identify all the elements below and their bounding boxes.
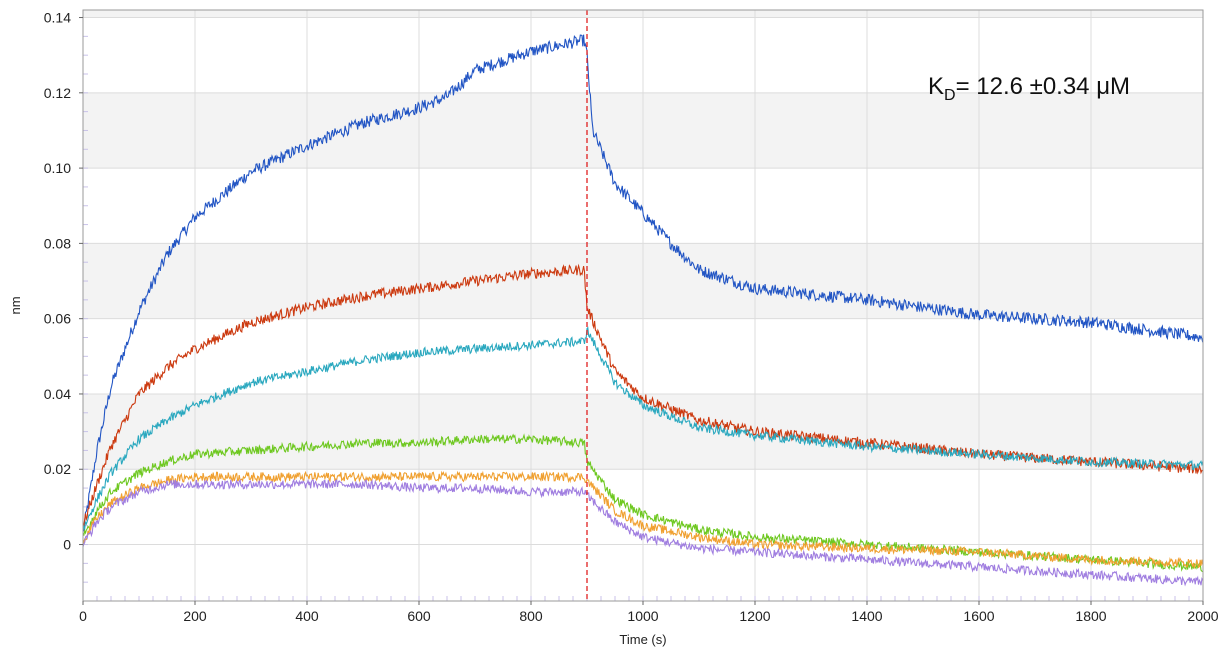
kd-annotation: KD= 12.6 ±0.34 μM	[928, 73, 1130, 104]
x-tick-label: 800	[519, 608, 543, 624]
y-tick-label: 0.10	[44, 160, 71, 176]
y-tick-label: 0.14	[44, 10, 71, 26]
x-axis-ticks: 0 200 400 600 800 1000 1200 1400 1600 1800 2000	[79, 601, 1219, 624]
series-line-1	[82, 34, 1204, 532]
y-tick-label: 0.04	[44, 386, 71, 402]
x-tick-label: 1400	[851, 608, 882, 624]
x-tick-label: 200	[183, 608, 207, 624]
x-tick-label: 1200	[739, 608, 770, 624]
x-axis-title: Time (s)	[619, 632, 666, 647]
y-tick-label: 0.08	[44, 235, 71, 251]
y-tick-label: 0.06	[44, 311, 71, 327]
x-tick-label: 0	[79, 608, 87, 624]
x-tick-label: 2000	[1187, 608, 1218, 624]
series-line-6	[82, 478, 1204, 587]
x-tick-label: 1000	[627, 608, 658, 624]
series-line-5	[82, 470, 1204, 570]
series-line-3	[82, 326, 1204, 532]
minor-ticks	[82, 35, 1204, 601]
y-axis-title: nm	[8, 296, 23, 314]
y-axis-ticks: 0 0.02 0.04 0.06 0.08 0.10 0.12 0.14	[44, 10, 83, 553]
x-tick-label: 400	[295, 608, 319, 624]
x-tick-label: 600	[407, 608, 431, 624]
x-tick-label: 1800	[1075, 608, 1106, 624]
kd-value: = 12.6 ±0.34 μM	[956, 73, 1130, 100]
y-tick-label: 0	[63, 537, 71, 553]
kd-symbol: K	[928, 73, 944, 100]
y-tick-label: 0.02	[44, 461, 71, 477]
series-line-2	[82, 263, 1203, 527]
y-tick-label: 0.12	[44, 85, 71, 101]
series-layer	[82, 34, 1204, 587]
kd-subscript: D	[944, 87, 956, 104]
x-tick-label: 1600	[963, 608, 994, 624]
